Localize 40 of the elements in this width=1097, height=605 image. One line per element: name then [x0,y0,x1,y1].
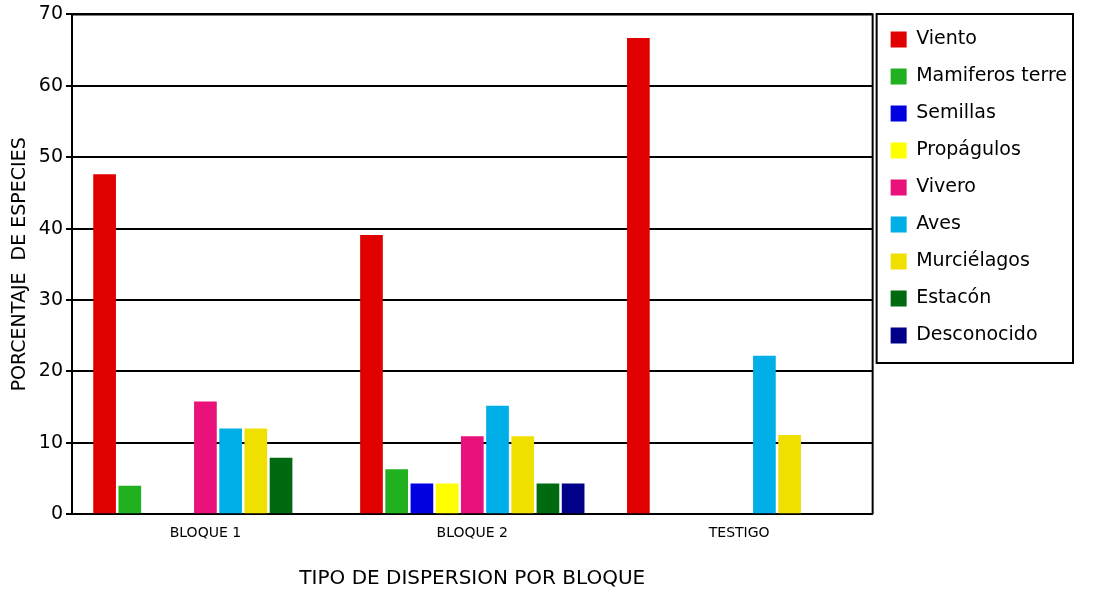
y-tick-label: 10 [38,429,63,452]
bar [269,457,293,514]
bar [385,469,409,514]
y-tick-label: 70 [38,1,63,24]
bar [244,428,268,514]
bar [627,37,650,514]
legend-label: Desconocido [916,322,1038,345]
bar [536,483,560,514]
bar [93,174,116,514]
bar [219,428,242,514]
legend-label: Viento [916,26,977,49]
x-axis-title: TIPO DE DISPERSION POR BLOQUE [298,565,646,590]
legend-label: Murciélagos [916,248,1030,271]
legend-label: Mamiferos terre [916,63,1067,86]
legend-label: Semillas [916,100,996,123]
y-tick-label: 40 [38,215,63,238]
bar [194,401,217,514]
y-axis-title: PORCENTAJE DE ESPECIES [7,137,30,392]
y-tick-label: 60 [38,72,63,95]
bar [118,485,142,514]
bar [360,235,383,514]
bar [778,434,801,514]
x-tick-label: TESTIGO [707,524,770,541]
legend-label: Vivero [916,174,976,197]
bar [561,483,585,514]
bar [410,483,434,514]
x-tick-label: BLOQUE 2 [436,524,509,541]
bar [435,483,459,514]
bar [486,405,509,514]
y-tick-label: 20 [38,358,63,381]
y-tick-label: 50 [38,144,63,167]
legend-label: Aves [916,211,961,234]
bar [460,436,484,514]
y-tick-label: 0 [50,501,63,524]
bar [753,355,776,514]
legend-label: Estacón [916,285,992,308]
x-tick-label: BLOQUE 1 [169,524,242,541]
legend-label: Propágulos [916,137,1021,160]
bar [511,436,535,514]
y-tick-label: 30 [38,286,63,309]
